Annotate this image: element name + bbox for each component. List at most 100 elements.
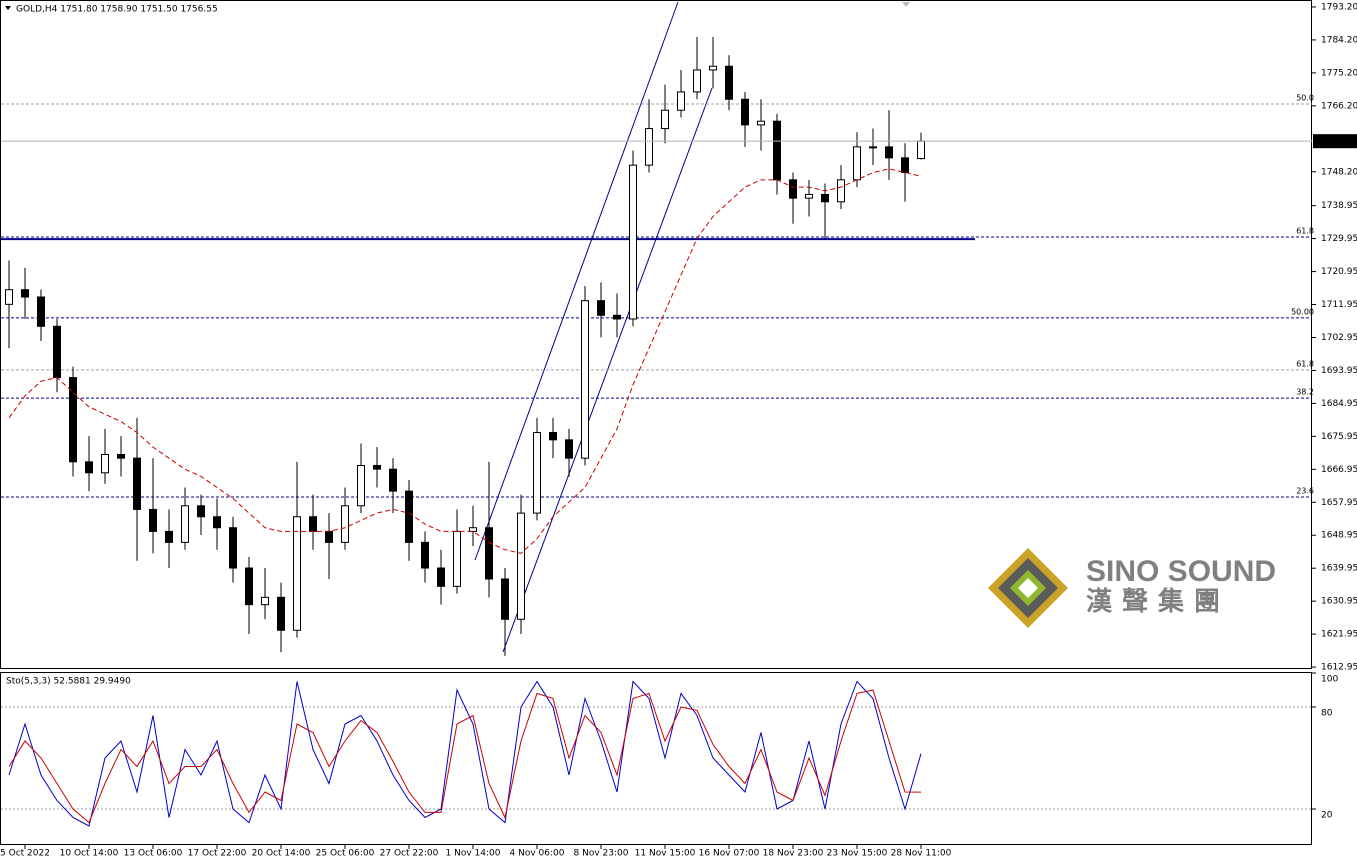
y-tick-label: 1657.95 — [1321, 498, 1357, 508]
candle-body — [725, 65, 733, 100]
fib-label: 50.0 — [1296, 94, 1314, 103]
fib-label: 50.00 — [1291, 307, 1314, 316]
y-tick-label: 1630.95 — [1321, 597, 1357, 607]
candle-body — [533, 432, 541, 514]
logo-name: SINO SOUND — [1086, 555, 1276, 588]
candle-body — [885, 146, 893, 159]
candle-body — [293, 516, 301, 631]
candle-body — [133, 457, 141, 510]
channel-upper — [474, 1, 679, 561]
candle-body — [597, 300, 605, 316]
x-tick-label: 4 Nov 06:00 — [510, 849, 565, 859]
candle-body — [229, 527, 237, 569]
x-tick-label: 25 Oct 06:00 — [316, 849, 375, 859]
price-tag-label: 1756.55 — [1320, 137, 1357, 147]
x-tick-label: 16 Nov 07:00 — [699, 849, 760, 859]
y-tick-label: 1693.95 — [1321, 366, 1357, 376]
candle-body — [117, 453, 125, 459]
candle-body — [821, 193, 829, 203]
candle-body — [149, 508, 157, 532]
y-tick-label: 1729.95 — [1321, 234, 1357, 244]
candle-body — [517, 512, 525, 620]
shift-marker — [902, 2, 910, 7]
candle-body — [869, 146, 877, 149]
candle-body — [501, 578, 509, 620]
y-tick-label: 1621.95 — [1321, 630, 1357, 640]
y-tick-label: 1711.95 — [1321, 300, 1357, 310]
candle-body — [277, 596, 285, 631]
candle-body — [613, 314, 621, 320]
candle-body — [469, 527, 477, 532]
logo: SINO SOUND 漢聲集團 — [988, 548, 1276, 628]
y-tick-label: 1666.95 — [1321, 465, 1357, 475]
candle-body — [453, 530, 461, 587]
y-tick-label: 1784.20 — [1321, 35, 1357, 45]
x-tick-label: 10 Oct 14:00 — [60, 849, 119, 859]
candle-body — [309, 516, 317, 532]
candle-body — [677, 91, 685, 111]
candle-body — [357, 464, 365, 507]
x-tick-label: 1 Nov 14:00 — [446, 849, 501, 859]
y-tick-label: 100 — [1321, 675, 1338, 685]
menu-arrow[interactable] — [5, 6, 11, 10]
candle-body — [645, 128, 653, 166]
y-tick-label: 1639.95 — [1321, 564, 1357, 574]
y-tick-label: 1684.95 — [1321, 399, 1357, 409]
candle-body — [5, 289, 13, 305]
stoch-line — [8, 680, 922, 827]
x-tick-label: 11 Nov 15:00 — [635, 849, 696, 859]
candle-body — [341, 505, 349, 543]
candle-body — [389, 468, 397, 492]
y-tick-label: 1612.95 — [1321, 663, 1357, 673]
candle-body — [629, 164, 637, 320]
logo-subtitle: 漢聲集團 — [1086, 586, 1230, 616]
x-tick-label: 18 Nov 23:00 — [763, 849, 824, 859]
x-tick-label: 27 Oct 22:00 — [380, 849, 439, 859]
y-tick-label: 80 — [1321, 709, 1333, 719]
candle-body — [53, 325, 61, 379]
candle-body — [101, 453, 109, 474]
y-tick-label: 20 — [1321, 811, 1333, 821]
candle-body — [165, 530, 173, 543]
candle-body — [581, 300, 589, 459]
candle-body — [853, 146, 861, 181]
price-panel — [0, 0, 1312, 669]
candle-body — [405, 490, 413, 543]
candle-body — [917, 140, 925, 160]
candle-body — [549, 432, 557, 441]
candle-body — [213, 516, 221, 529]
x-tick-label: 17 Oct 22:00 — [188, 849, 247, 859]
candle-body — [85, 461, 93, 474]
x-tick-label: 23 Nov 15:00 — [827, 849, 888, 859]
x-tick-label: 20 Oct 14:00 — [252, 849, 311, 859]
y-tick-label: 1738.95 — [1321, 201, 1357, 211]
chart-title: GOLD,H4 1751.80 1758.90 1751.50 1756.55 — [16, 5, 218, 15]
stoch-line — [8, 689, 922, 824]
stoch-panel — [0, 672, 1312, 845]
candle-body — [37, 296, 45, 327]
candle-body — [837, 179, 845, 203]
candle-body — [261, 596, 269, 606]
candle-body — [373, 464, 381, 470]
candle-body — [741, 98, 749, 126]
candle-body — [773, 120, 781, 181]
candle-body — [245, 567, 253, 606]
y-tick-label: 1766.20 — [1321, 101, 1357, 111]
candle-body — [565, 439, 573, 459]
candle-body — [485, 527, 493, 580]
fib-label: 23.6 — [1296, 486, 1314, 495]
candle-body — [693, 69, 701, 93]
moving-average — [8, 168, 922, 554]
candle-body — [421, 541, 429, 569]
stoch-title: Sto(5,3,3) 52.5881 29.9490 — [6, 677, 131, 687]
candle-body — [709, 65, 717, 71]
x-tick-label: 5 Oct 2022 — [0, 849, 50, 859]
candle-body — [21, 289, 29, 298]
fib-label: 38.2 — [1296, 388, 1314, 397]
y-tick-label: 1720.95 — [1321, 267, 1357, 277]
y-tick-label: 1793.20 — [1321, 2, 1357, 12]
y-tick-label: 1748.20 — [1321, 167, 1357, 177]
candle-body — [789, 179, 797, 199]
